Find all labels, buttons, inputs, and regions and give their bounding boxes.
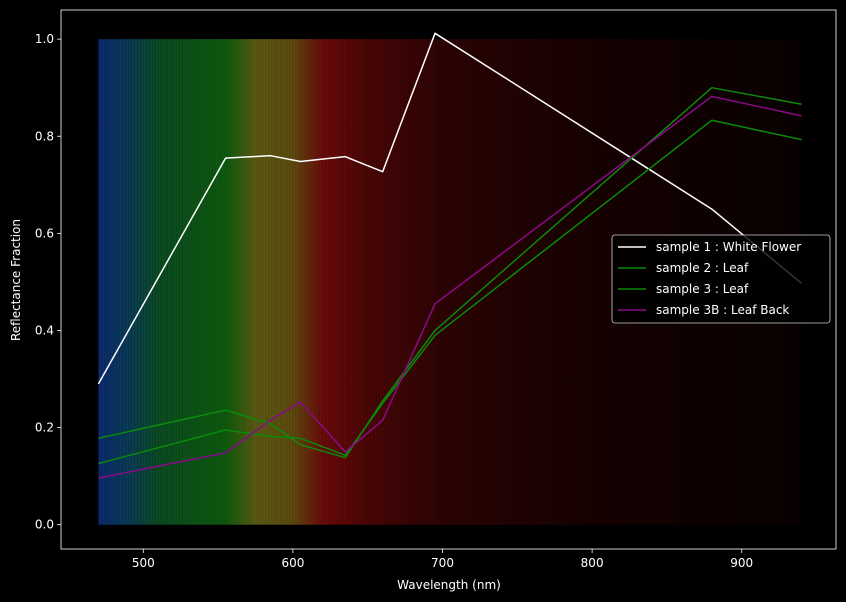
- y-axis-label: Reflectance Fraction: [9, 219, 23, 341]
- series-line-3: [98, 119, 802, 465]
- y-tick-label: 0.4: [35, 323, 54, 337]
- y-tick-label: 1.0: [35, 32, 54, 46]
- legend: sample 1 : White Flower sample 2 : Leaf sa…: [611, 234, 831, 324]
- legend-entry: sample 3B : Leaf Back: [656, 303, 789, 317]
- y-tick-label: 0.8: [35, 129, 54, 143]
- x-axis-label: Wavelength (nm): [397, 578, 501, 592]
- series-line-4: [98, 95, 802, 479]
- legend-entry: sample 2 : Leaf: [656, 261, 749, 275]
- spectrum-stripes: [98, 39, 413, 525]
- x-tick-label: 900: [730, 556, 753, 570]
- series-line-1: [97, 32, 803, 385]
- x-tick-label: 800: [581, 556, 604, 570]
- legend-entry: sample 1 : White Flower: [656, 240, 801, 254]
- y-tick-label: 0.2: [35, 421, 54, 435]
- plot-frame: [60, 9, 837, 550]
- legend-box: [611, 234, 831, 324]
- legend-entry: sample 3 : Leaf: [656, 282, 749, 296]
- x-tick-label: 600: [281, 556, 304, 570]
- y-tick-label: 0.6: [35, 226, 54, 240]
- x-tick-label: 700: [431, 556, 454, 570]
- y-tick-label: 0.0: [35, 518, 54, 532]
- series-line-2: [98, 86, 802, 459]
- x-tick-label: 500: [132, 556, 155, 570]
